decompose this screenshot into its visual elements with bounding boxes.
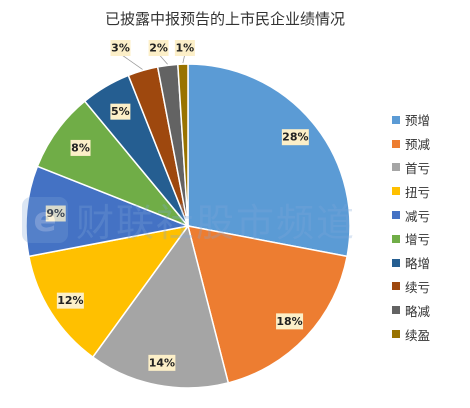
data-label-text-8: 3% (111, 42, 130, 55)
data-label-4: 12% (56, 292, 84, 309)
leader-line-8 (120, 53, 143, 70)
data-label-8: 3% (110, 40, 131, 56)
data-label-text-10: 1% (176, 42, 195, 55)
legend-swatch-9 (392, 306, 400, 315)
data-label-box-7 (110, 103, 131, 120)
legend-label-3: 首亏 (405, 160, 431, 176)
data-label-text-4: 12% (57, 294, 83, 307)
data-label-text-6: 8% (71, 141, 90, 154)
pie-slice-2 (186, 225, 349, 384)
data-label-text-9: 2% (149, 42, 168, 55)
legend-swatch-3 (392, 163, 400, 172)
legend-item-6: 增亏 (392, 227, 430, 251)
legend-label-9: 略减 (405, 303, 431, 319)
legend-label-5: 减亏 (405, 208, 431, 224)
pie-slice-5 (25, 165, 191, 258)
data-label-text-5: 9% (46, 207, 65, 220)
data-label-text-7: 5% (111, 105, 130, 118)
data-label-box-9 (148, 40, 169, 56)
data-label-10: 1% (174, 40, 195, 56)
pie-slice-3 (91, 224, 230, 389)
data-label-1: 28% (281, 129, 309, 146)
chart-title: 已披露中报预告的上市民企业绩情况 (104, 10, 345, 28)
pie-slices (25, 63, 351, 389)
legend-swatch-6 (392, 234, 400, 243)
data-label-text-1: 28% (282, 131, 308, 144)
data-labels: 28% 18% 14% 12% 9% 8% 5% 3% 2% 1% (45, 40, 309, 371)
data-label-box-4 (56, 292, 84, 309)
data-label-5: 9% (45, 205, 66, 222)
legend-swatch-2 (392, 139, 400, 148)
data-label-2: 18% (276, 313, 304, 330)
legend-item-1: 预增 (392, 108, 430, 132)
legend-label-7: 略增 (405, 256, 431, 272)
legend-item-2: 预减 (392, 132, 430, 156)
legend-swatch-10 (392, 330, 400, 339)
legend-label-2: 预减 (405, 137, 431, 153)
legend-label-10: 续盈 (405, 327, 431, 343)
legend-item-5: 减亏 (392, 203, 430, 227)
legend-item-3: 首亏 (392, 156, 430, 180)
data-label-7: 5% (110, 103, 131, 120)
legend-item-8: 续亏 (392, 275, 430, 299)
legend-swatch-8 (392, 282, 400, 291)
legend-label-1: 预增 (405, 113, 431, 129)
legend: 预增预减首亏扭亏减亏增亏略增续亏略减续盈 (392, 108, 430, 346)
pie-slice-10 (177, 63, 189, 227)
pie-slice-1 (187, 63, 351, 258)
data-label-box-2 (276, 313, 304, 330)
data-label-9: 2% (148, 40, 169, 56)
pie-slice-4 (27, 224, 190, 359)
data-label-box-6 (70, 139, 91, 156)
legend-swatch-7 (392, 258, 400, 267)
data-label-box-10 (174, 40, 195, 56)
data-label-box-8 (110, 40, 131, 56)
legend-label-4: 扭亏 (405, 184, 431, 200)
data-label-text-2: 18% (276, 315, 302, 328)
legend-item-10: 续盈 (392, 322, 430, 346)
data-label-box-5 (45, 205, 66, 222)
legend-swatch-1 (392, 115, 400, 124)
legend-item-4: 扭亏 (392, 179, 430, 203)
legend-swatch-4 (392, 187, 400, 196)
legend-label-6: 增亏 (405, 232, 431, 248)
legend-label-8: 续亏 (405, 279, 431, 295)
legend-swatch-5 (392, 211, 400, 220)
legend-item-7: 略增 (392, 251, 430, 275)
data-label-box-3 (148, 354, 176, 371)
legend-item-9: 略减 (392, 298, 430, 322)
data-label-3: 14% (148, 354, 176, 371)
data-label-text-3: 14% (149, 356, 175, 369)
data-label-box-1 (281, 129, 309, 146)
data-label-6: 8% (70, 139, 91, 156)
